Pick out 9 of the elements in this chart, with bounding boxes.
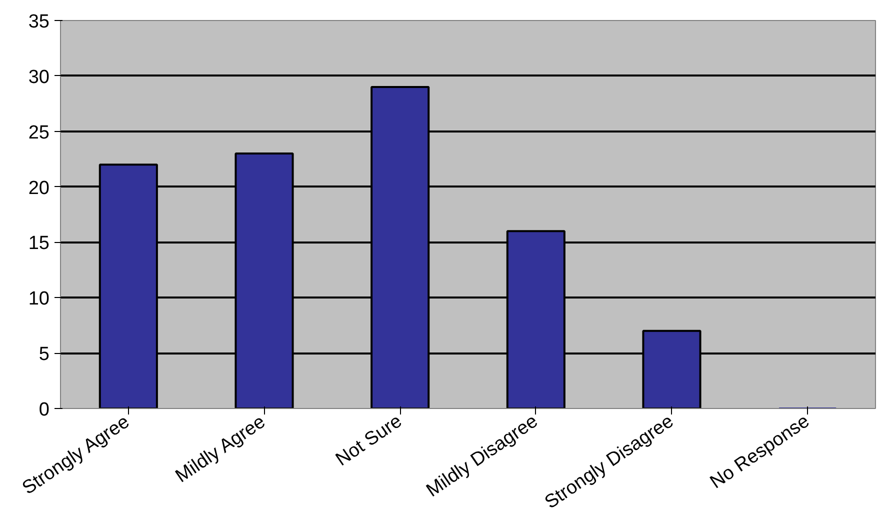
- y-tick-label: 15: [28, 233, 50, 254]
- y-tick-label: 35: [28, 12, 50, 32]
- y-tick-label: 20: [28, 178, 50, 199]
- y-tick-label: 5: [38, 344, 50, 366]
- y-tick-label: 0: [38, 400, 50, 420]
- y-tick-label: 25: [28, 122, 50, 144]
- y-tick-label: 30: [28, 66, 50, 88]
- x-tick-label: Not Sure: [332, 410, 406, 471]
- y-tick-label: 10: [28, 288, 50, 310]
